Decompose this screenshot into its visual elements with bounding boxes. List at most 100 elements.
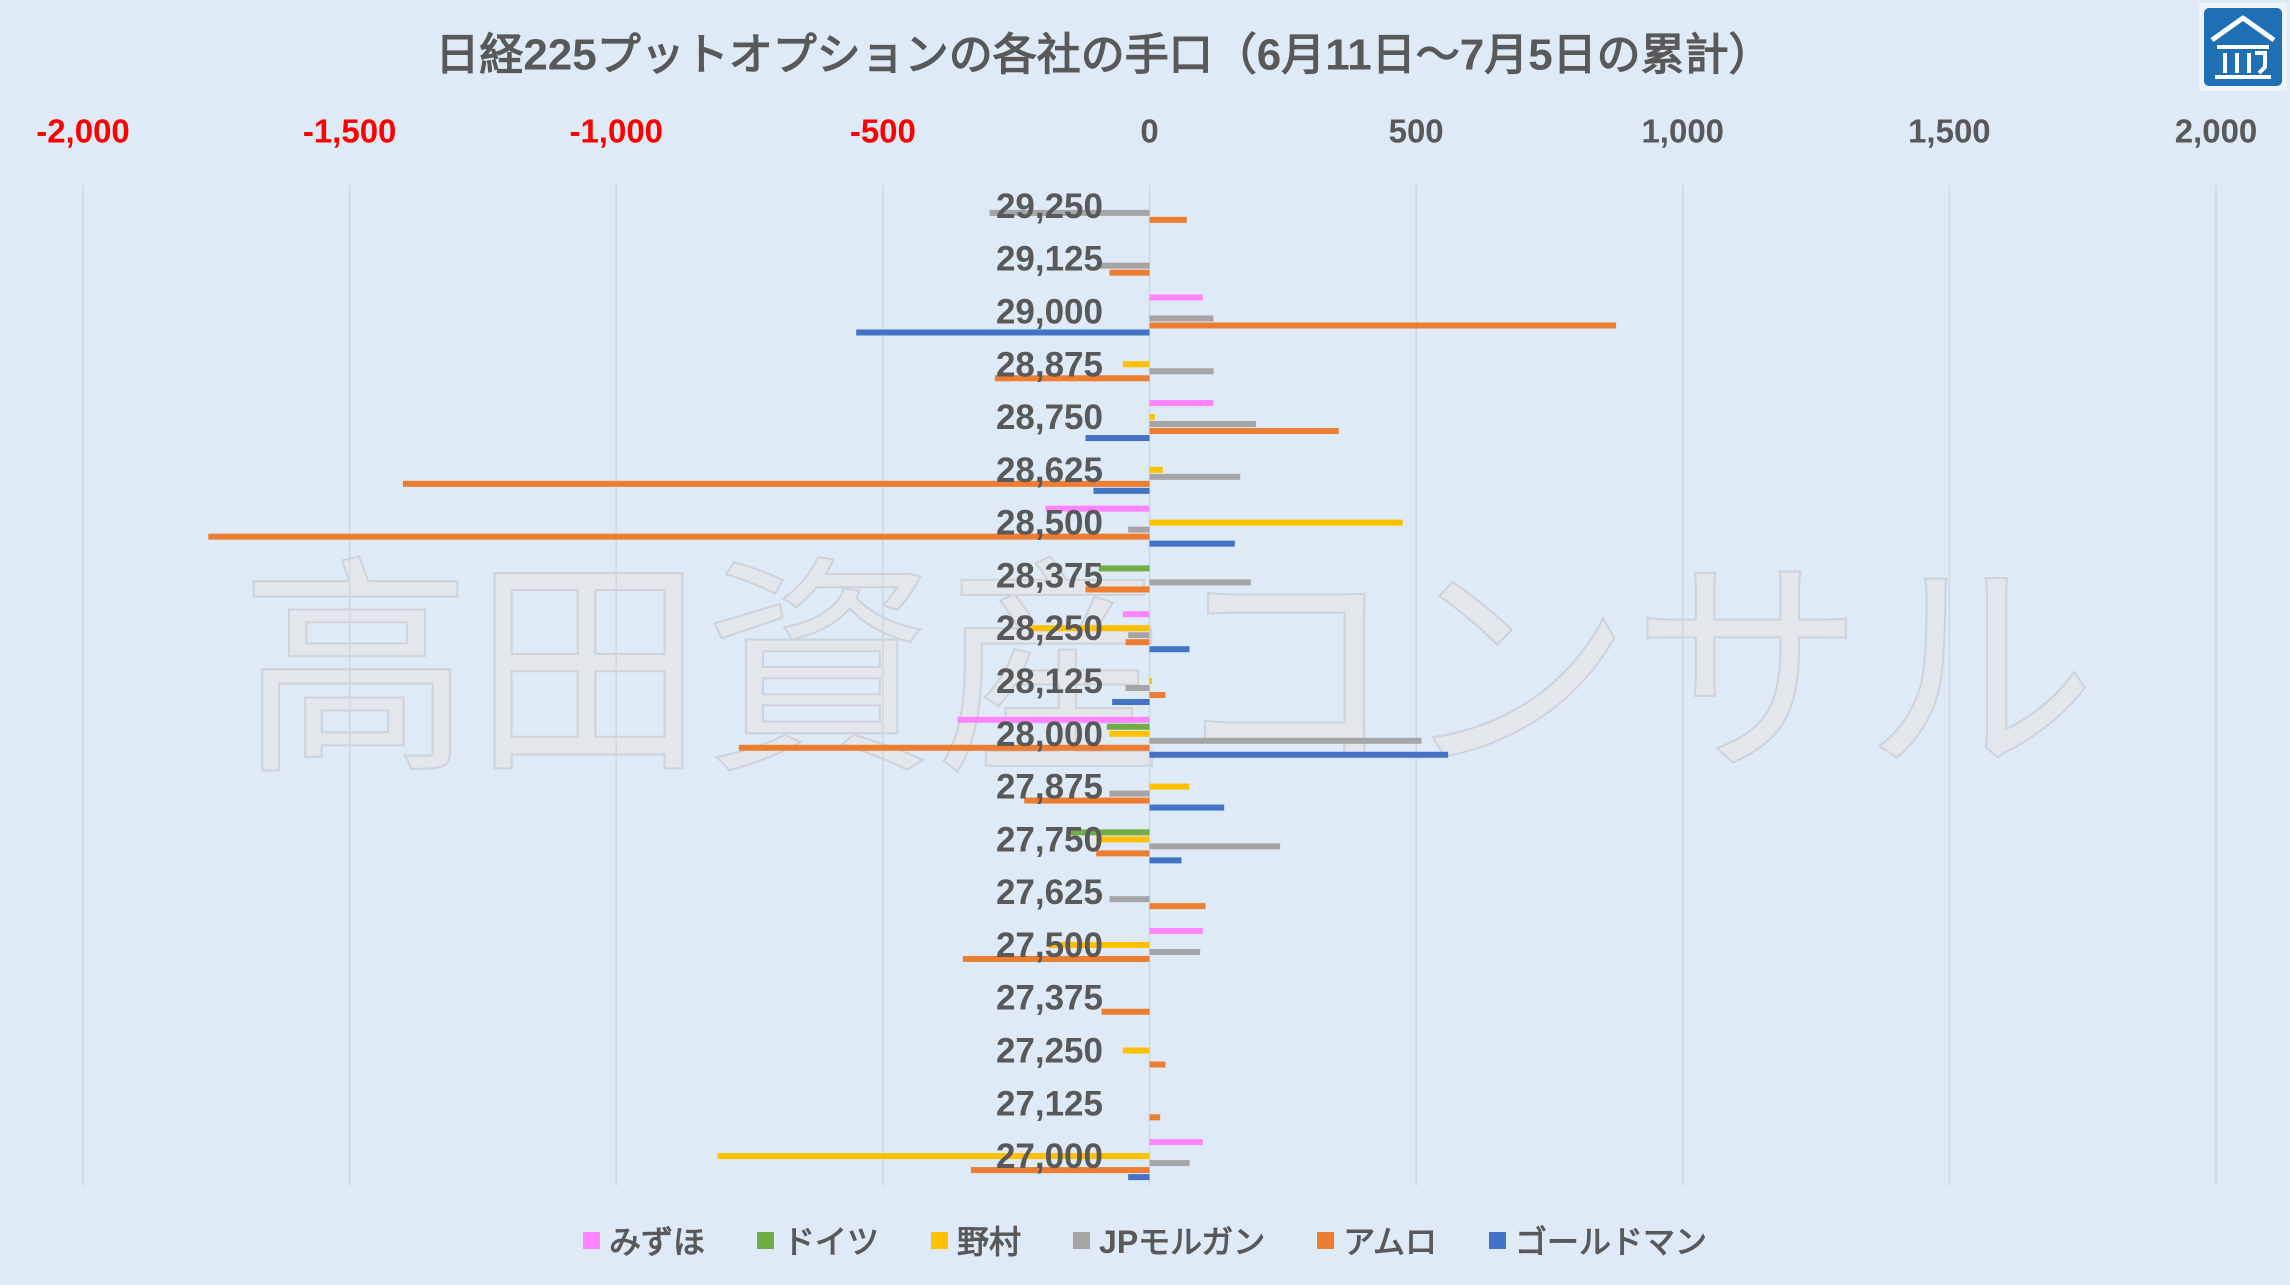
bar-nomura	[1149, 678, 1153, 684]
bar-amro	[1149, 216, 1187, 223]
watermark: 高田資産コンサル	[240, 537, 2096, 807]
category-label: 27,375	[996, 979, 1103, 1018]
bar-deutsche	[1066, 829, 1150, 836]
legend-label: JPモルガン	[1099, 1224, 1266, 1260]
category-label: 28,125	[996, 662, 1103, 701]
bar-nomura	[1109, 730, 1150, 737]
bar-nomura	[1149, 783, 1190, 790]
x-tick-label: 500	[1389, 113, 1444, 150]
x-tick-label: -500	[850, 113, 916, 150]
bar-deutsche	[1098, 565, 1150, 572]
bar-nomura	[717, 1153, 1150, 1160]
bar-amro	[1109, 269, 1150, 276]
bar-mizuho	[1045, 505, 1150, 512]
watermark-layer: 高田資産コンサル	[239, 536, 2097, 808]
y-axis-categories: 29,250 29,125 29,000 28,875 28,750 28,625 28,5…	[996, 187, 1103, 1176]
bar-mizuho	[1149, 1139, 1203, 1146]
legend-label: みずほ	[608, 1224, 705, 1260]
bar-goldman	[1085, 435, 1150, 442]
bar-amro	[1149, 692, 1166, 698]
category-label: 27,875	[996, 768, 1103, 807]
bars	[208, 209, 1617, 1181]
category-label: 27,750	[996, 820, 1103, 859]
bar-goldman	[1149, 751, 1449, 758]
building-icon	[2199, 3, 2287, 91]
legend-swatch	[1317, 1231, 1335, 1249]
category-label: 29,125	[996, 240, 1103, 279]
bar-amro	[1149, 1114, 1161, 1121]
x-tick-label: -1,500	[303, 113, 397, 150]
bar-goldman	[1112, 699, 1150, 705]
bar-goldman	[856, 329, 1150, 336]
legend-label: 野村	[957, 1224, 1022, 1260]
category-label: 29,000	[996, 292, 1103, 331]
bar-goldman	[1128, 1174, 1150, 1181]
bar-jpmorgan	[989, 209, 1150, 216]
x-tick-label: 0	[1140, 113, 1158, 150]
bar-amro	[1096, 850, 1150, 857]
x-tick-label: 2,000	[2175, 113, 2258, 150]
legend: みずほ ドイツ 野村 JPモルガン アムロ ゴールドマン	[0, 1218, 2290, 1262]
x-axis-ticks: -2,000 -1,500 -1,000 -500 0 500 1,000 1,500 2,00…	[36, 113, 2257, 150]
legend-item-amro: アムロ	[1317, 1217, 1437, 1263]
x-tick-label: 1,500	[1908, 113, 1991, 150]
bar-jpmorgan	[1149, 473, 1241, 480]
bar-amro	[1085, 586, 1150, 593]
chart-title: 日経225プットオプションの各社の手口（6月11日～7月5日の累計）	[435, 31, 1772, 80]
bar-amro	[1149, 903, 1206, 910]
bar-jpmorgan	[1128, 632, 1150, 639]
bar-jpmorgan	[1098, 262, 1150, 269]
category-label: 28,750	[996, 398, 1103, 437]
legend-item-deutsche: ドイツ	[757, 1217, 879, 1263]
bar-amro	[738, 744, 1150, 751]
category-label: 27,500	[996, 926, 1103, 965]
bar-nomura	[1048, 941, 1150, 948]
bar-jpmorgan	[1149, 421, 1257, 428]
category-label: 28,875	[996, 345, 1103, 384]
legend-label: アムロ	[1343, 1224, 1437, 1260]
legend-swatch	[1073, 1231, 1091, 1249]
bar-goldman	[1093, 487, 1150, 494]
bar-goldman	[1149, 804, 1225, 811]
bar-nomura	[1122, 1047, 1150, 1054]
bar-amro	[1149, 428, 1339, 435]
bar-goldman	[1149, 540, 1235, 547]
bar-jpmorgan	[1149, 948, 1201, 955]
x-tick-label: 1,000	[1641, 113, 1724, 150]
bar-mizuho	[1149, 927, 1203, 934]
bar-jpmorgan	[1149, 579, 1251, 586]
legend-swatch	[757, 1231, 774, 1249]
legend-item-goldman: ゴールドマン	[1488, 1217, 1707, 1263]
bar-jpmorgan	[1149, 315, 1214, 322]
bar-jpmorgan	[1149, 737, 1422, 744]
bar-amro	[1149, 1061, 1166, 1068]
bar-goldman	[1149, 857, 1182, 864]
bar-amro	[970, 1167, 1150, 1174]
category-label: 27,250	[996, 1032, 1103, 1071]
bar-amro	[962, 955, 1150, 962]
x-tick-label: -1,000	[569, 113, 663, 150]
bar-mizuho	[1149, 400, 1214, 407]
bar-jpmorgan	[1109, 896, 1150, 903]
category-label: 29,250	[996, 187, 1103, 226]
legend-item-jpmorgan: JPモルガン	[1073, 1217, 1265, 1263]
bar-goldman	[1149, 646, 1190, 653]
bar-nomura	[1149, 519, 1403, 526]
bar-nomura	[1122, 361, 1150, 368]
legend-label: ドイツ	[783, 1224, 880, 1260]
bar-amro	[402, 480, 1150, 487]
bar-amro	[208, 533, 1150, 540]
legend-label: ゴールドマン	[1514, 1224, 1707, 1260]
category-label: 27,625	[996, 873, 1103, 912]
category-label: 28,625	[996, 451, 1103, 490]
bar-nomura	[1029, 625, 1150, 632]
bar-mizuho	[1122, 611, 1150, 618]
category-label: 28,500	[996, 504, 1103, 543]
category-label: 28,375	[996, 556, 1103, 595]
bar-amro	[994, 375, 1150, 382]
legend-swatch	[1488, 1231, 1506, 1249]
bar-jpmorgan	[1149, 843, 1281, 850]
bar-amro	[1125, 639, 1150, 646]
bar-jpmorgan	[1109, 790, 1150, 797]
